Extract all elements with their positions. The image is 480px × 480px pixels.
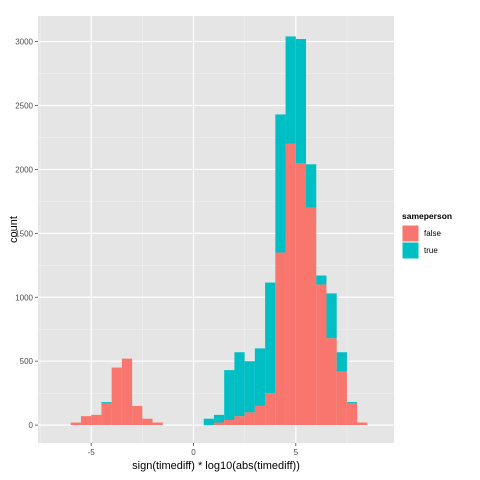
- bar-false: [275, 252, 286, 426]
- bar-false: [336, 371, 347, 426]
- legend-swatch-true: [402, 242, 419, 259]
- bar-true: [203, 418, 214, 426]
- y-axis-title: count: [8, 216, 20, 243]
- bar-true: [336, 352, 347, 372]
- y-tick-label: 2000: [15, 165, 33, 174]
- y-tick-label: 1500: [15, 229, 33, 238]
- bar-false: [142, 418, 153, 426]
- bar-true: [285, 36, 296, 144]
- bar-false: [224, 419, 235, 426]
- bar-true: [213, 414, 225, 423]
- x-tick-label: -5: [88, 448, 96, 457]
- bar-false: [234, 416, 245, 426]
- bar-false: [121, 358, 133, 426]
- legend-label-true: true: [424, 246, 438, 255]
- bar-true: [254, 348, 266, 406]
- bar-true: [295, 39, 307, 164]
- bar-true: [275, 114, 286, 253]
- bar-false: [101, 403, 112, 426]
- bar-false: [152, 422, 163, 426]
- bar-true: [306, 164, 317, 208]
- x-tick-label: 0: [191, 448, 196, 457]
- x-axis-title: sign(timediff) * log10(abs(timediff)): [132, 460, 300, 472]
- bar-false: [316, 284, 327, 426]
- bar-true: [346, 402, 358, 404]
- y-tick-label: 1000: [15, 293, 33, 302]
- bar-false: [346, 403, 358, 426]
- y-tick-label: 500: [20, 357, 34, 366]
- bar-false: [70, 422, 81, 426]
- bar-false: [306, 207, 317, 426]
- bar-false: [285, 143, 296, 426]
- x-tick-label: 5: [294, 448, 299, 457]
- bar-false: [132, 405, 143, 426]
- y-tick-label: 2500: [15, 101, 33, 110]
- bar-true: [326, 293, 337, 339]
- bar-false: [254, 405, 266, 426]
- bar-false: [295, 163, 307, 426]
- legend: sameperson false true: [401, 211, 452, 259]
- bar-false: [265, 393, 276, 426]
- bar-false: [326, 338, 337, 426]
- y-tick-label: 0: [29, 421, 34, 430]
- bar-true: [316, 275, 327, 285]
- bars-layer: [70, 36, 368, 426]
- bar-false: [80, 416, 92, 426]
- legend-swatch-false: [402, 225, 419, 242]
- bar-true: [234, 352, 245, 417]
- legend-label-false: false: [424, 229, 441, 238]
- grid-minor: [38, 16, 394, 443]
- bar-false: [213, 422, 225, 426]
- bar-false: [91, 414, 102, 426]
- legend-title: sameperson: [402, 211, 452, 221]
- x-axis-ticks: -5 0 5: [88, 443, 299, 457]
- bar-true: [101, 402, 112, 404]
- bar-false: [357, 422, 368, 426]
- bar-true: [265, 282, 276, 394]
- y-tick-label: 3000: [15, 38, 33, 47]
- bar-true: [224, 370, 235, 420]
- bar-false: [244, 412, 255, 426]
- y-axis-ticks: 0 500 1000 1500 2000 2500 3000: [15, 38, 38, 430]
- bar-false: [111, 367, 122, 426]
- bar-true: [244, 361, 255, 413]
